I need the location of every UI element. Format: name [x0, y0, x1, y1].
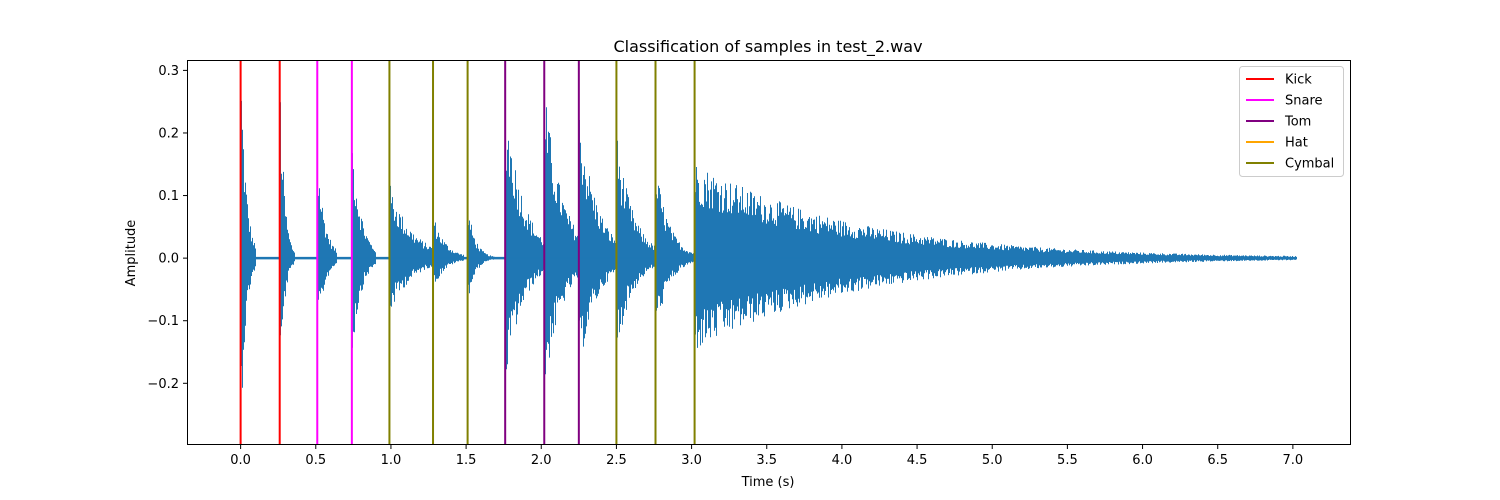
chart-title: Classification of samples in test_2.wav [613, 37, 922, 57]
legend-label-tom: Tom [1284, 115, 1311, 130]
legend: Kick Snare Tom Hat Cymbal [1239, 66, 1344, 177]
x-tick-label: 6.0 [1132, 453, 1153, 468]
x-tick-label: 0.5 [305, 453, 326, 468]
legend-label-snare: Snare [1285, 94, 1323, 109]
x-tick-label: 1.0 [381, 453, 402, 468]
x-tick-label: 3.5 [756, 453, 777, 468]
y-tick-label: −0.2 [147, 377, 179, 392]
x-tick-label: 3.0 [681, 453, 702, 468]
x-axis-label: Time (s) [741, 475, 795, 490]
x-tick-label: 4.5 [907, 453, 928, 468]
y-tick-label: 0.0 [158, 252, 179, 267]
legend-label-kick: Kick [1285, 73, 1312, 88]
y-axis-label: Amplitude [124, 220, 139, 287]
legend-box [1239, 66, 1344, 177]
x-tick-label: 6.5 [1207, 453, 1228, 468]
y-tick-label: 0.2 [158, 126, 179, 141]
x-tick-label: 5.0 [982, 453, 1003, 468]
x-tick-label: 2.0 [531, 453, 552, 468]
y-tick-label: −0.1 [147, 314, 179, 329]
x-tick-label: 2.5 [606, 453, 627, 468]
x-tick-label: 1.5 [456, 453, 477, 468]
y-tick-label: 0.1 [158, 189, 179, 204]
x-tick-label: 0.0 [230, 453, 251, 468]
y-tick-label: 0.3 [158, 64, 179, 79]
x-tick-label: 4.0 [832, 453, 853, 468]
y-axis: −0.2 −0.1 0.0 0.1 0.2 0.3 [147, 64, 188, 392]
x-axis: 0.0 0.5 1.0 1.5 2.0 2.5 3.0 3.5 4.0 4.5 5.0 5.5 6.0 6… [230, 444, 1303, 468]
classification-lines [239, 61, 696, 444]
x-tick-label: 5.5 [1057, 453, 1078, 468]
legend-label-hat: Hat [1285, 136, 1308, 151]
x-tick-label: 7.0 [1283, 453, 1304, 468]
legend-label-cymbal: Cymbal [1285, 157, 1334, 172]
plot-frame [187, 60, 1351, 445]
